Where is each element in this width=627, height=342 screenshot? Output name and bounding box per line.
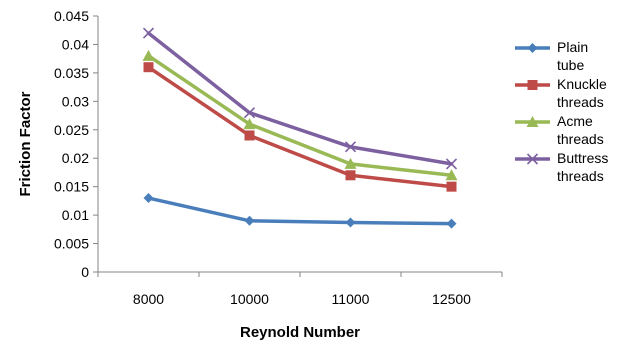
series-plain-tube (143, 193, 457, 229)
y-tick-label: 0.01 (62, 207, 89, 223)
x-axis-ticks: 8000 10000 11000 12500 (97, 272, 503, 307)
x-tick-label: 10000 (230, 291, 269, 307)
y-tick-label: 0.03 (62, 93, 89, 109)
legend: PlaintubeKnucklethreadsAcmethreadsButtre… (515, 39, 608, 184)
x-axis-title: Reynold Number (240, 324, 360, 341)
legend-label: tube (557, 57, 584, 73)
plot-series (142, 27, 458, 229)
legend-marker (527, 43, 538, 53)
y-axis-ticks: 0 0.005 0.01 0.015 0.02 0.025 0.03 0.035 0.04 0.0… (54, 8, 98, 280)
legend-marker (527, 80, 538, 90)
series-acme-threads (142, 49, 458, 181)
y-tick-label: 0.02 (62, 150, 89, 166)
legend-label: threads (557, 94, 604, 110)
legend-label: Knuckle (557, 76, 607, 92)
data-point (243, 107, 256, 119)
legend-item: Acme threads (515, 113, 604, 147)
data-point (344, 157, 357, 169)
y-tick-label: 0.015 (54, 179, 89, 195)
series-line (146, 196, 454, 226)
x-tick-label: 8000 (133, 291, 164, 307)
legend-label: Buttress (557, 150, 608, 166)
legend-item: Knuckle threads (515, 76, 607, 110)
y-axis-title: Friction Factor (17, 91, 34, 196)
series-line (146, 65, 454, 189)
data-point (142, 49, 155, 61)
y-tick-label: 0 (81, 264, 89, 280)
legend-marker (526, 116, 539, 127)
series-line (146, 31, 454, 166)
y-tick-label: 0.005 (54, 236, 89, 252)
legend-label: Acme (557, 113, 593, 129)
data-point (445, 158, 458, 170)
y-tick-label: 0.035 (54, 65, 89, 81)
data-point (142, 27, 155, 39)
legend-item: Buttress threads (515, 150, 608, 184)
legend-label: threads (557, 131, 604, 147)
data-point (143, 193, 154, 204)
data-point (345, 170, 356, 181)
legend-label: threads (557, 168, 604, 184)
legend-label: Plain (557, 39, 588, 55)
data-point (244, 130, 255, 141)
y-tick-label: 0.025 (54, 122, 89, 138)
data-point (345, 217, 356, 228)
y-tick-label: 0.04 (62, 36, 89, 52)
data-point (445, 169, 458, 181)
series-knuckle-threads (143, 62, 457, 192)
y-tick-label: 0.045 (54, 8, 89, 24)
data-point (143, 62, 154, 73)
x-tick-label: 12500 (432, 291, 471, 307)
data-point (244, 215, 255, 226)
data-point (446, 218, 457, 229)
data-point (446, 181, 457, 192)
x-tick-label: 11000 (332, 291, 370, 307)
data-point (243, 118, 256, 130)
legend-item: Plain tube (515, 39, 588, 73)
legend-marker (526, 153, 539, 165)
data-point (344, 141, 357, 153)
series-line (146, 54, 454, 178)
series-buttress-threads (142, 27, 458, 170)
